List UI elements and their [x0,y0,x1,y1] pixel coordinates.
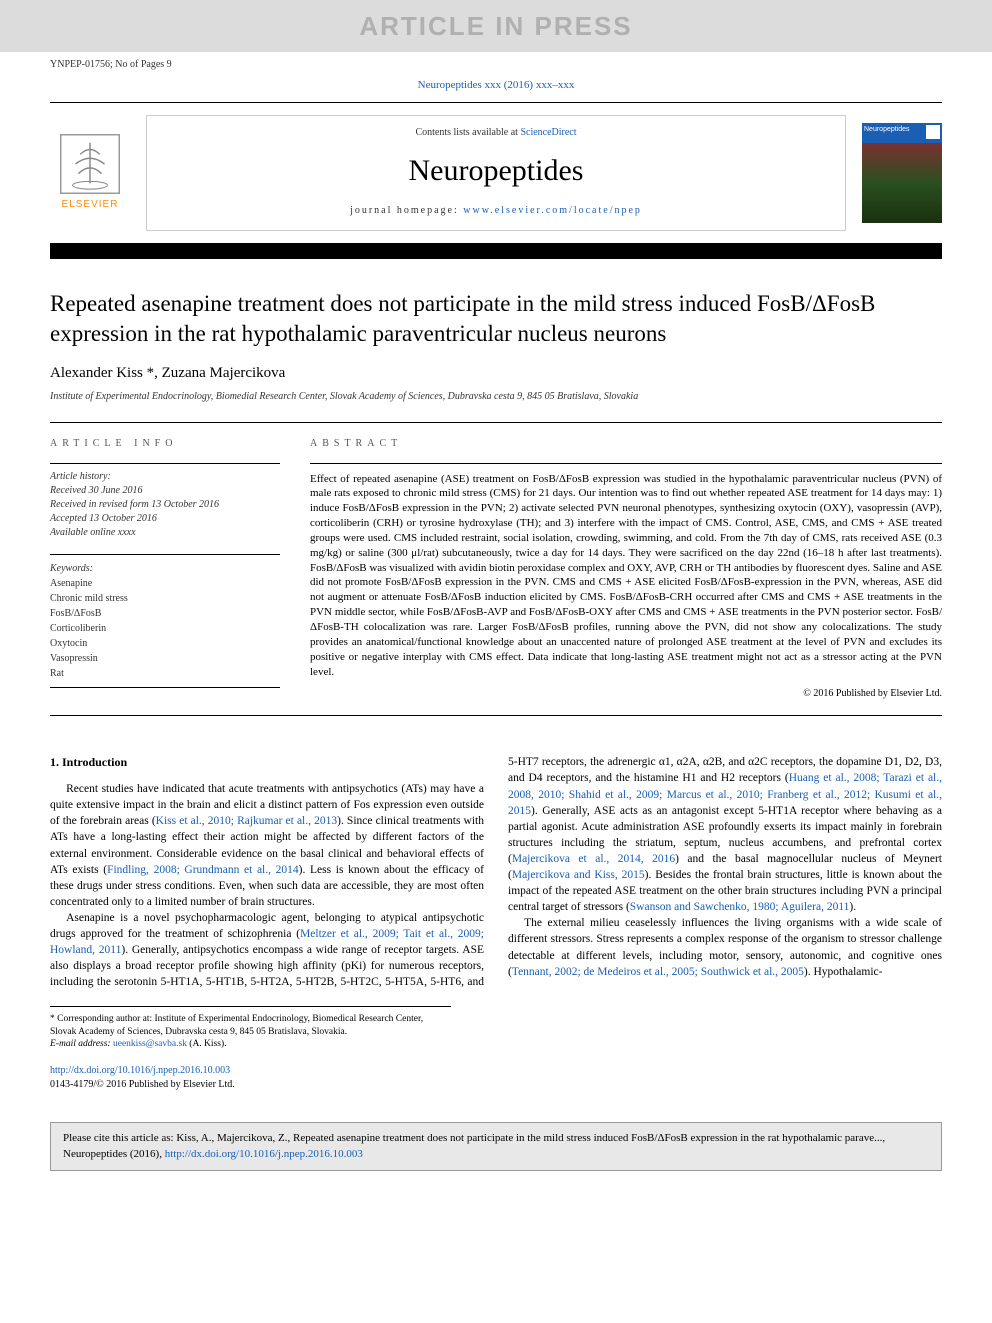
citation-link[interactable]: Majercikova et al., 2014, 2016 [512,853,675,865]
journal-issue-link-row: Neuropeptides xxx (2016) xxx–xxx [0,74,992,101]
elsevier-wordmark: ELSEVIER [62,198,119,212]
cite-doi-link[interactable]: http://dx.doi.org/10.1016/j.npep.2016.10… [165,1148,363,1160]
abstract-text: Effect of repeated asenapine (ASE) treat… [310,472,942,680]
masthead: ELSEVIER Contents lists available at Sci… [0,103,992,235]
homepage-prefix: journal homepage: [350,205,463,216]
journal-cover-thumb[interactable]: Neuropeptides [862,123,942,223]
citation-link[interactable]: Majercikova and Kiss, 2015 [512,869,645,881]
keyword: Chronic mild stress [50,591,280,606]
black-bar [50,243,942,259]
issn-line: 0143-4179/© 2016 Published by Elsevier L… [50,1078,942,1092]
keyword: FosB/ΔFosB [50,606,280,621]
history-revised: Received in revised form 13 October 2016 [50,498,280,512]
keyword: Oxytocin [50,636,280,651]
article-body: Repeated asenapine treatment does not pa… [0,259,992,1093]
abstract-label: abstract [310,437,942,451]
keyword: Corticoliberin [50,621,280,636]
article-in-press-banner: ARTICLE IN PRESS [0,0,992,52]
meta-abstract-row: article info Article history: Received 3… [50,437,942,702]
citation-link[interactable]: Kiss et al., 2010; Rajkumar et al., 2013 [156,815,337,827]
citation-box: Please cite this article as: Kiss, A., M… [50,1122,942,1171]
keywords-label: Keywords: [50,561,280,576]
history-label: Article history: [50,470,280,484]
doi-link[interactable]: http://dx.doi.org/10.1016/j.npep.2016.10… [50,1065,230,1076]
cover-label: Neuropeptides [862,123,942,137]
email-line: E-mail address: ueenkiss@savba.sk (A. Ki… [50,1038,451,1050]
citation-link[interactable]: Findling, 2008; Grundmann et al., 2014 [107,864,299,876]
article-info-column: article info Article history: Received 3… [50,437,280,702]
introduction-columns: 1. Introduction Recent studies have indi… [50,754,942,990]
corresponding-author: * Corresponding author at: Institute of … [50,1013,451,1038]
citation-link[interactable]: Swanson and Sawchenko, 1980; Aguilera, 2… [630,901,850,913]
sciencedirect-link[interactable]: ScienceDirect [520,127,576,138]
doi-block: http://dx.doi.org/10.1016/j.npep.2016.10… [50,1064,942,1092]
copyright: © 2016 Published by Elsevier Ltd. [310,687,942,701]
masthead-center: Contents lists available at ScienceDirec… [146,115,846,231]
email-link[interactable]: ueenkiss@savba.sk [113,1039,187,1049]
divider-meta-bottom [50,715,942,716]
history-received: Received 30 June 2016 [50,484,280,498]
abstract-column: abstract Effect of repeated asenapine (A… [310,437,942,702]
intro-para-3: The external milieu ceaselessly influenc… [508,915,942,979]
manuscript-id: YNPEP-01756; No of Pages 9 [0,52,992,74]
affiliation: Institute of Experimental Endocrinology,… [50,390,942,404]
contents-prefix: Contents lists available at [415,127,520,138]
homepage-line: journal homepage: www.elsevier.com/locat… [155,204,837,218]
authors: Alexander Kiss *, Zuzana Majercikova [50,363,942,384]
footnote-block: * Corresponding author at: Institute of … [50,1006,451,1050]
history-block: Article history: Received 30 June 2016 R… [50,463,280,540]
history-accepted: Accepted 13 October 2016 [50,512,280,526]
elsevier-tree-icon [60,134,120,194]
keyword: Asenapine [50,576,280,591]
history-online: Available online xxxx [50,526,280,540]
keyword: Vasopressin [50,651,280,666]
contents-line: Contents lists available at ScienceDirec… [155,126,837,140]
elsevier-logo[interactable]: ELSEVIER [50,128,130,218]
homepage-link[interactable]: www.elsevier.com/locate/npep [463,205,642,216]
article-title: Repeated asenapine treatment does not pa… [50,289,942,349]
keyword: Rat [50,666,280,681]
citation-link[interactable]: Tennant, 2002; de Medeiros et al., 2005;… [512,966,804,978]
journal-issue-link[interactable]: Neuropeptides xxx (2016) xxx–xxx [418,79,575,91]
intro-para-1: Recent studies have indicated that acute… [50,781,484,910]
journal-name: Neuropeptides [155,150,837,192]
article-info-label: article info [50,437,280,451]
abstract-rule: Effect of repeated asenapine (ASE) treat… [310,463,942,702]
aip-label: ARTICLE IN PRESS [359,11,632,41]
intro-heading: 1. Introduction [50,754,484,771]
keywords-block: Keywords: Asenapine Chronic mild stress … [50,554,280,688]
divider-meta-top [50,422,942,423]
